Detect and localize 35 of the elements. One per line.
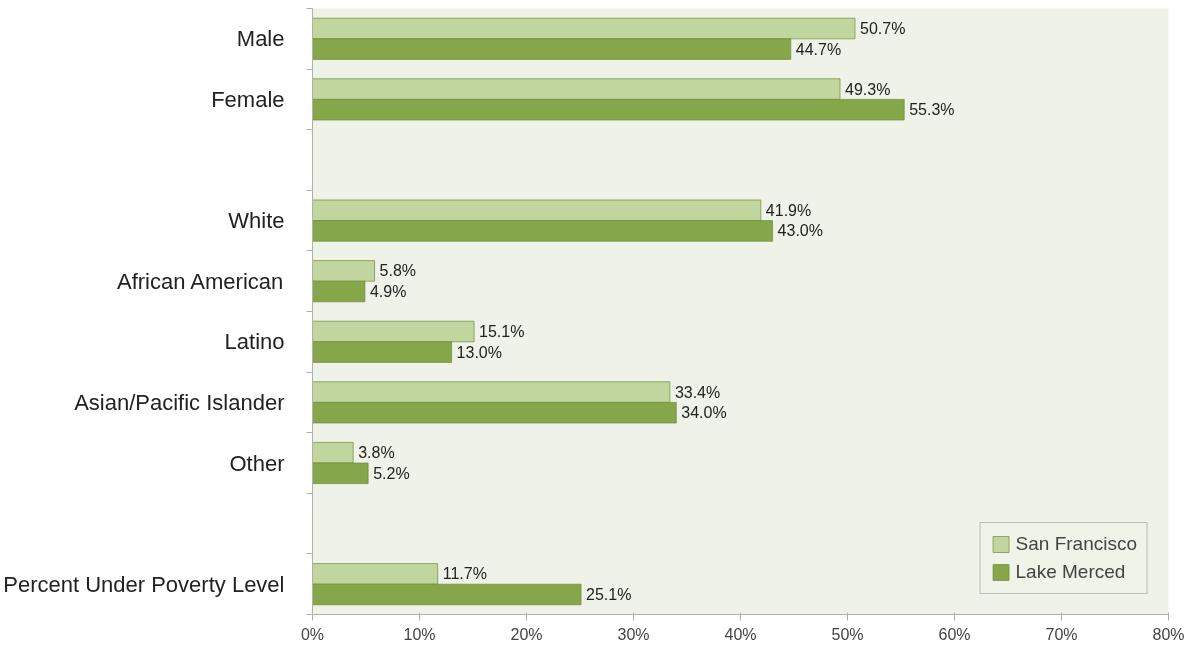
data-label: 33.4%	[674, 383, 721, 401]
data-label: 3.8%	[358, 444, 395, 462]
y-tick-label: Percent Under Poverty Level	[3, 571, 285, 597]
data-label: 43.0%	[777, 222, 823, 240]
y-tick-label: Asian/Pacific Islander	[74, 389, 285, 415]
x-tick-label: 40%	[724, 625, 757, 643]
data-label: 25.1%	[586, 586, 632, 603]
y-tick-label: Latino	[224, 329, 285, 355]
legend-label: Lake Merced	[1015, 561, 1126, 583]
legend-label: San Francisco	[1015, 533, 1137, 555]
x-tick-label: 60%	[938, 625, 971, 643]
x-tick-label: 10%	[403, 625, 436, 643]
data-label: 4.9%	[369, 283, 407, 300]
y-tick-label: African American	[117, 268, 284, 294]
y-tick-label: White	[228, 208, 285, 234]
y-tick-label: Male	[236, 26, 285, 52]
data-label: 44.7%	[795, 40, 842, 58]
x-tick-label: 20%	[510, 625, 543, 643]
data-label: 11.7%	[442, 565, 487, 583]
data-label: 5.2%	[373, 464, 410, 482]
x-tick-label: 0%	[300, 625, 325, 643]
data-label: 15.1%	[479, 323, 525, 340]
data-label: 41.9%	[765, 201, 812, 219]
x-tick-label: 80%	[1152, 625, 1185, 643]
data-label: 55.3%	[909, 101, 955, 119]
data-label: 5.8%	[379, 262, 417, 280]
data-label: 49.3%	[845, 80, 891, 98]
data-label: 50.7%	[859, 20, 906, 37]
y-tick-label: Female	[211, 86, 285, 112]
data-label: 13.0%	[456, 343, 502, 361]
y-tick-label: Other	[229, 450, 285, 476]
x-tick-label: 70%	[1045, 625, 1078, 643]
x-tick-label: 50%	[831, 625, 864, 643]
data-label: 34.0%	[681, 404, 727, 422]
x-tick-label: 30%	[617, 625, 650, 643]
